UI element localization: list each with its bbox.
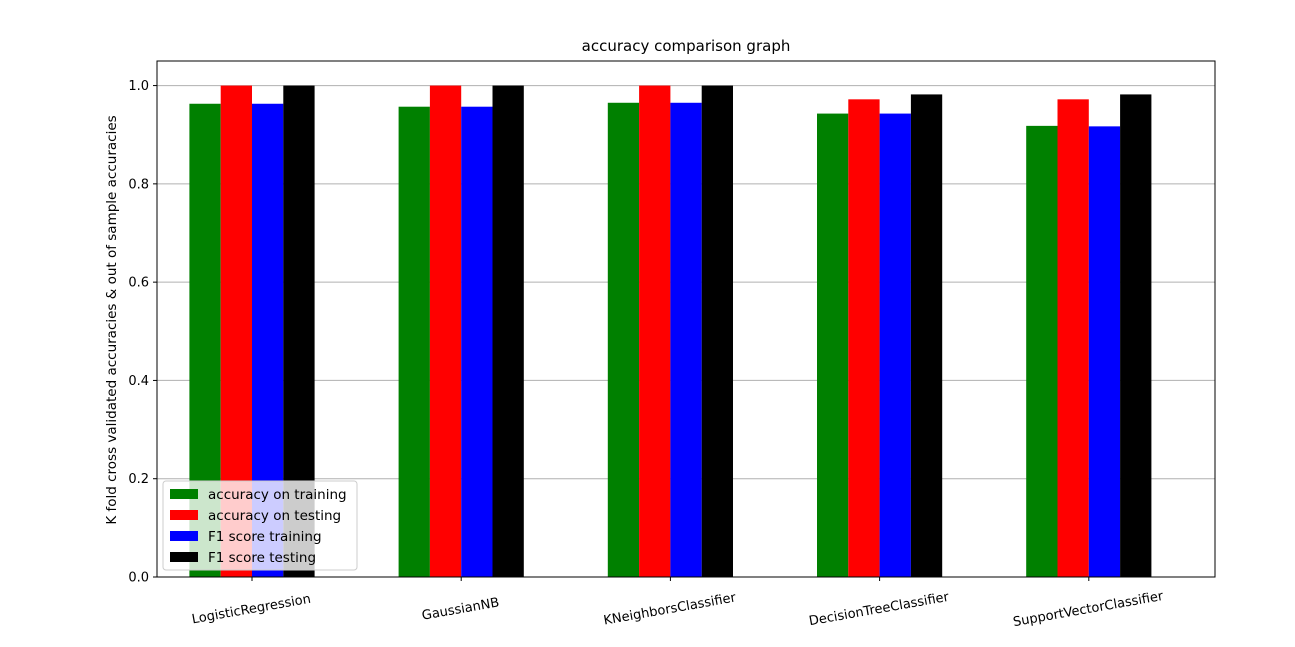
legend-label: F1 score training <box>208 529 322 545</box>
bar <box>461 106 493 578</box>
bar <box>879 113 911 577</box>
bar <box>701 85 733 578</box>
legend-label: accuracy on training <box>208 487 347 503</box>
bar <box>1120 94 1152 577</box>
bar <box>607 102 640 578</box>
legend-swatch <box>170 489 198 499</box>
y-tick-label: 0.0 <box>128 571 149 586</box>
bar <box>848 99 880 578</box>
bar <box>639 85 671 578</box>
bar <box>817 113 849 577</box>
legend: accuracy on training accuracy on testing F… <box>162 480 358 571</box>
legend-box <box>162 480 358 571</box>
bar <box>1057 99 1089 578</box>
legend-label: accuracy on testing <box>208 508 341 524</box>
chart-title: accuracy comparison graph <box>582 37 791 55</box>
bar <box>1026 125 1058 578</box>
y-tick-label: 1.0 <box>128 79 149 94</box>
bar <box>910 94 943 577</box>
plot-frame <box>156 60 1216 578</box>
bar <box>429 85 462 578</box>
legend-label: F1 score testing <box>208 550 316 566</box>
bar <box>1088 126 1121 578</box>
legend-swatch <box>170 531 198 541</box>
y-tick-label: 0.8 <box>128 177 149 192</box>
legend-swatch <box>170 552 198 562</box>
bar <box>670 102 702 578</box>
y-axis-label: K fold cross validated accuracies & out … <box>104 115 120 524</box>
y-tick-label: 0.6 <box>128 276 149 291</box>
legend-swatch <box>170 510 198 520</box>
y-tick-label: 0.4 <box>128 374 149 389</box>
bar <box>492 85 524 578</box>
y-tick-label: 0.2 <box>128 472 149 487</box>
bar <box>398 106 430 578</box>
